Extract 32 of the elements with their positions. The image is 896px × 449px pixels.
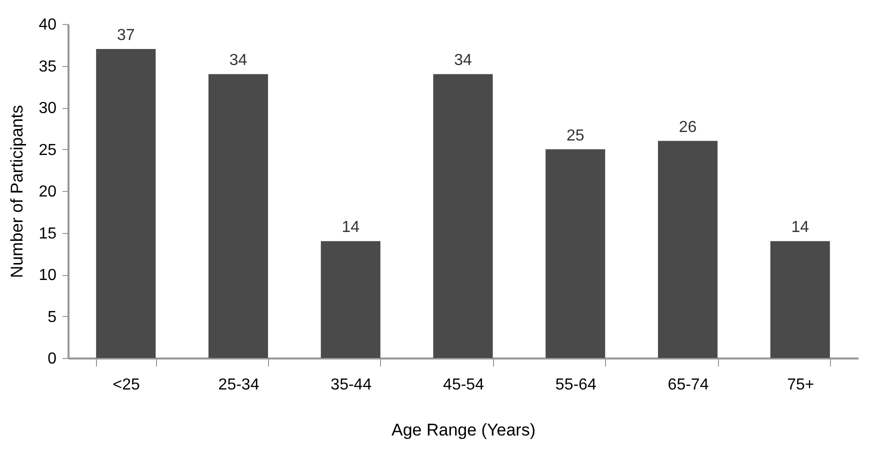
data-label: 37 bbox=[116, 27, 135, 44]
data-label: 34 bbox=[454, 52, 472, 70]
bar bbox=[658, 140, 718, 358]
data-label: 14 bbox=[791, 219, 810, 236]
bar bbox=[770, 241, 830, 358]
x-tick-label: 35-44 bbox=[330, 376, 372, 394]
y-tick-label: 40 bbox=[38, 16, 57, 34]
x-axis-title: Age Range (Years) bbox=[392, 420, 536, 440]
x-tick-label: <25 bbox=[112, 376, 140, 394]
x-tick-label: 65-74 bbox=[668, 376, 709, 394]
x-tick-label: 45-54 bbox=[443, 376, 484, 394]
y-tick-label: 20 bbox=[38, 184, 57, 200]
x-tick-label: 75+ bbox=[787, 376, 814, 394]
y-axis-title: Number of Participants bbox=[8, 105, 27, 278]
y-tick-label: 0 bbox=[48, 350, 57, 368]
y-tick-label: 25 bbox=[38, 142, 57, 159]
bar bbox=[96, 49, 156, 358]
bar bbox=[546, 149, 606, 358]
y-tick-label: 30 bbox=[38, 100, 57, 117]
bar bbox=[208, 74, 268, 358]
y-tick-label: 35 bbox=[38, 58, 57, 76]
y-tick-label: 5 bbox=[48, 308, 57, 326]
data-label: 26 bbox=[678, 118, 697, 136]
bar bbox=[320, 241, 380, 358]
data-label: 34 bbox=[229, 52, 248, 70]
y-tick-label: 10 bbox=[38, 267, 57, 284]
x-tick-label: 55-64 bbox=[555, 376, 596, 394]
y-tick-label: 15 bbox=[38, 225, 57, 242]
x-tick-label: 25-34 bbox=[218, 376, 260, 394]
bar bbox=[433, 74, 493, 358]
data-label: 14 bbox=[342, 219, 360, 236]
data-label: 25 bbox=[566, 127, 584, 144]
